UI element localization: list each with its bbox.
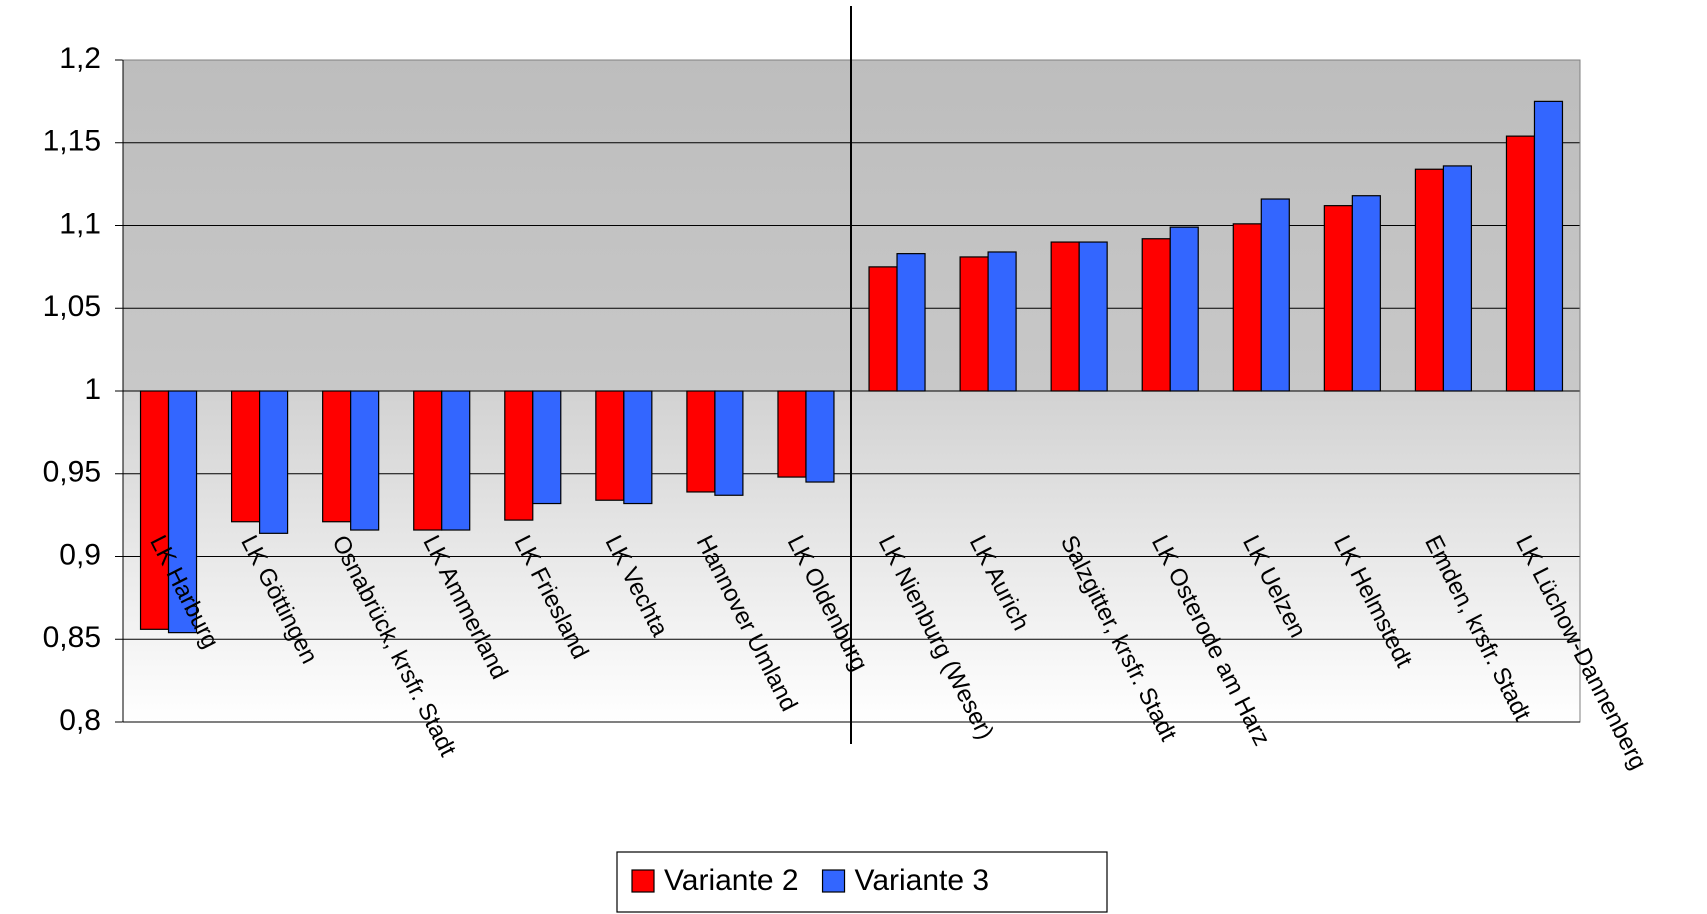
bar [868,266,898,392]
bar [1141,238,1171,392]
bar [1169,226,1199,392]
y-tick-label: 1,15 [43,125,101,158]
bar [777,390,807,478]
bar [322,390,352,523]
legend-label: Variante 3 [855,864,990,897]
bar [413,390,443,531]
bar [350,390,380,531]
bar [167,390,198,634]
y-tick-label: 1,05 [43,290,101,323]
bar [623,390,653,505]
bar [1050,241,1080,392]
bar [1323,205,1353,392]
bar [1232,223,1262,392]
y-tick-label: 0,95 [43,456,101,489]
bar [595,390,625,501]
bar [532,390,562,505]
bar [1533,100,1564,392]
y-tick-label: 1,2 [59,42,101,75]
bar [139,390,170,630]
y-tick-label: 0,9 [59,538,101,571]
bar [230,390,261,523]
legend-box [616,851,1108,913]
bar [805,390,835,483]
bar [714,390,744,496]
bar [1505,135,1536,392]
bar [1351,195,1381,392]
legend: Variante 2 Variante 3 [616,851,1108,913]
bar [1078,241,1108,392]
legend-swatch [821,869,846,893]
y-tick-label: 0,8 [59,704,101,737]
bar [959,256,989,392]
y-tick-label: 1,1 [59,207,101,240]
bar [686,390,716,493]
bars [139,100,1564,634]
bar [504,390,534,521]
bar [441,390,471,531]
legend-swatch [631,869,655,893]
bar [896,253,926,392]
bar [1260,198,1290,392]
bar [258,390,289,534]
legend-label: Variante 2 [664,864,799,897]
bar [1414,168,1445,392]
y-tick-label: 1 [84,373,101,406]
y-tick-label: 0,85 [43,621,101,654]
bar [987,251,1017,392]
bar [1442,165,1473,392]
